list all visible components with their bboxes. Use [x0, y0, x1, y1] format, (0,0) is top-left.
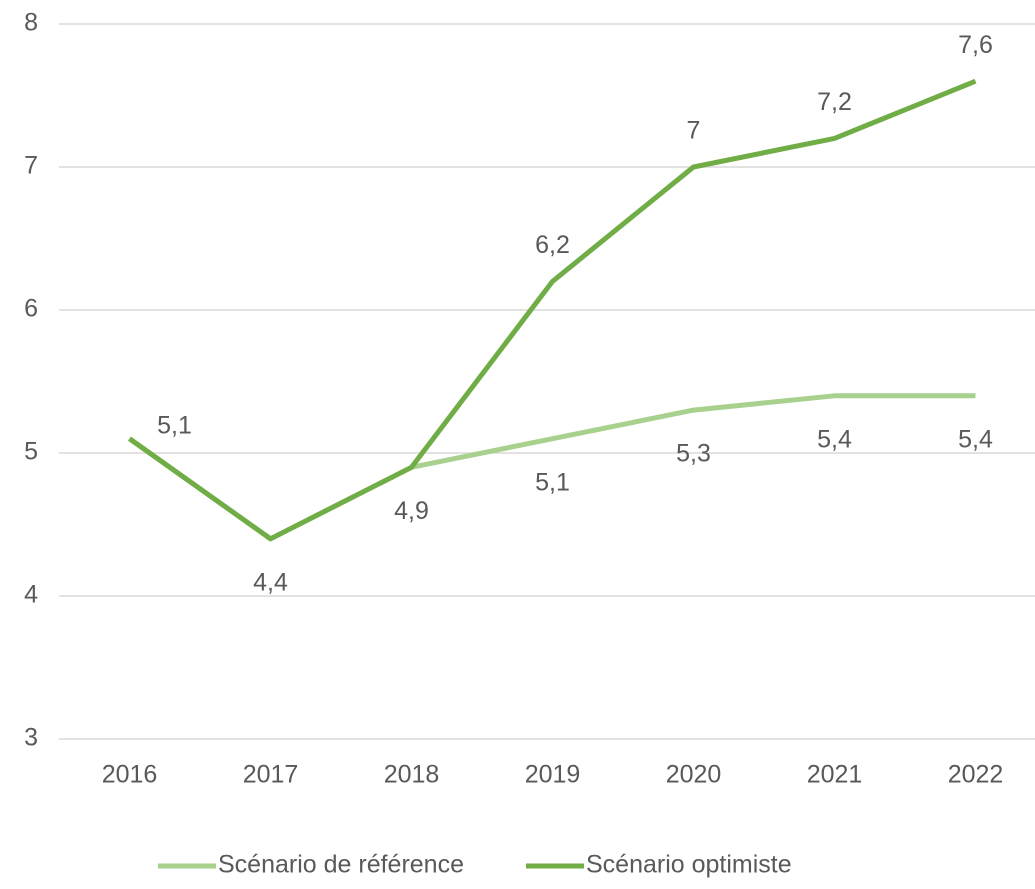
x-tick-label: 2021	[807, 761, 863, 789]
x-tick-label: 2020	[666, 761, 722, 789]
data-label: 5,4	[817, 425, 852, 453]
legend-label: Scénario optimiste	[586, 851, 792, 879]
x-tick-label: 2019	[525, 761, 581, 789]
x-tick-label: 2016	[102, 761, 158, 789]
series-line	[128, 393, 976, 542]
legend-label: Scénario de référence	[218, 851, 464, 879]
y-tick-label: 7	[24, 152, 38, 180]
y-tick-label: 8	[24, 9, 38, 37]
x-tick-label: 2018	[384, 761, 440, 789]
data-label: 5,1	[535, 468, 570, 496]
y-tick-label: 3	[24, 724, 38, 752]
data-label: 4,9	[394, 497, 429, 525]
data-label: 5,1	[157, 411, 192, 439]
x-tick-label: 2022	[948, 761, 1004, 789]
data-label: 6,2	[535, 231, 570, 259]
data-label: 7,6	[958, 31, 993, 59]
data-label: 7	[687, 117, 701, 145]
series-line	[128, 78, 977, 542]
data-label: 7,2	[817, 88, 852, 116]
data-label: 4,4	[253, 568, 288, 596]
data-label: 5,4	[958, 425, 993, 453]
y-tick-label: 6	[24, 295, 38, 323]
data-label: 5,3	[676, 440, 711, 468]
y-tick-label: 5	[24, 438, 38, 466]
y-tick-label: 4	[24, 581, 38, 609]
x-tick-label: 2017	[243, 761, 299, 789]
